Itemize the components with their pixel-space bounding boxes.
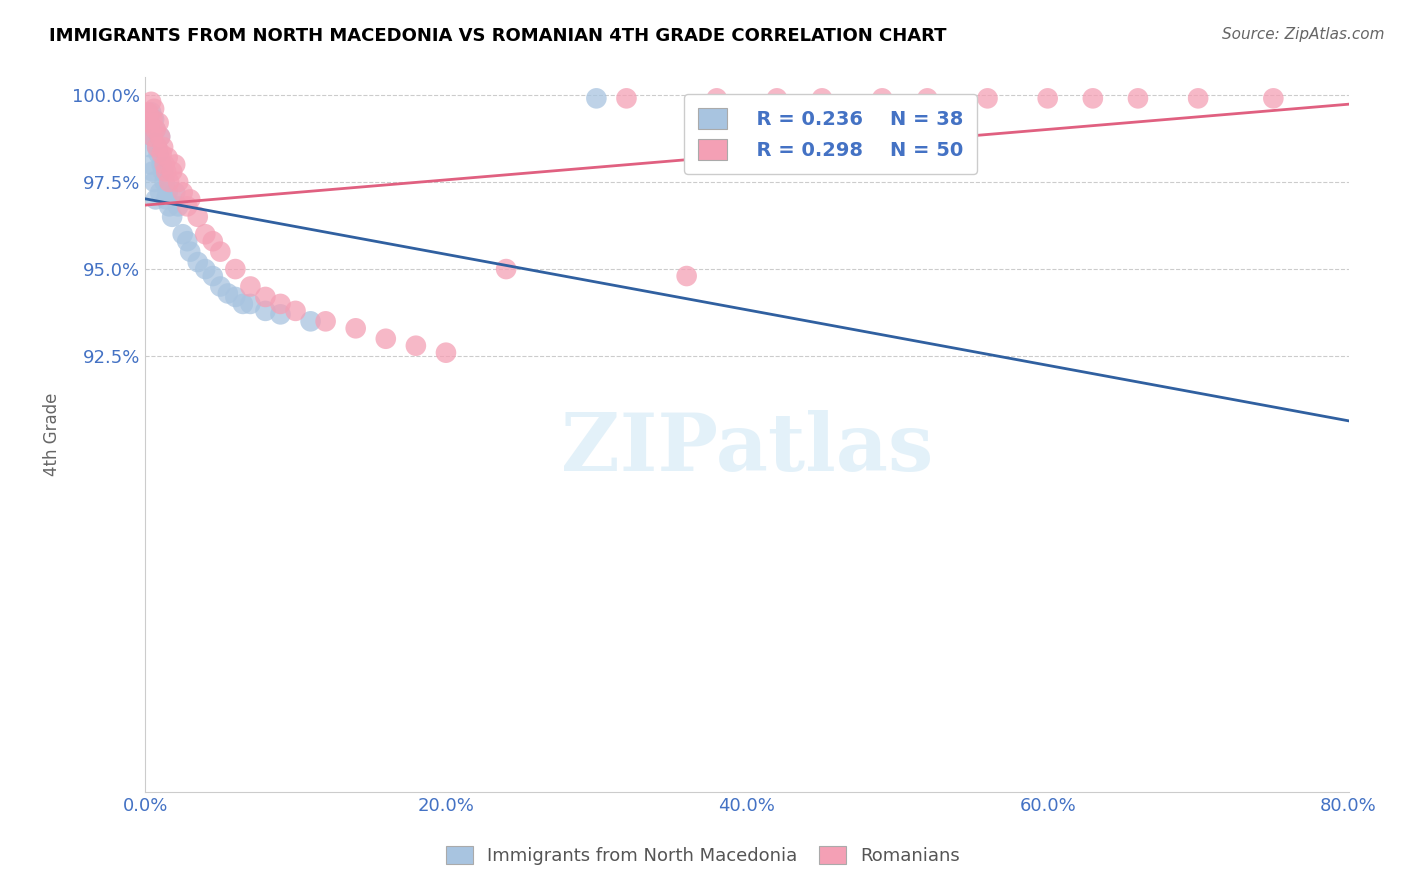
Point	[1036, 91, 1059, 105]
Point	[139, 95, 162, 109]
Point	[299, 314, 322, 328]
Point	[179, 244, 201, 259]
Point	[139, 105, 162, 120]
Point	[1263, 91, 1285, 105]
Point	[136, 122, 159, 136]
Point	[139, 157, 162, 171]
Point	[172, 227, 194, 242]
Point	[152, 140, 174, 154]
Point	[239, 279, 262, 293]
Point	[201, 268, 224, 283]
Point	[142, 164, 165, 178]
Point	[142, 129, 165, 144]
Point	[149, 129, 172, 144]
Point	[145, 122, 167, 136]
Point	[146, 140, 169, 154]
Point	[254, 290, 277, 304]
Point	[149, 186, 172, 200]
Point	[1126, 91, 1149, 105]
Point	[157, 175, 180, 189]
Point	[142, 112, 165, 127]
Point	[136, 105, 159, 120]
Point	[143, 102, 166, 116]
Point	[145, 122, 167, 136]
Point	[224, 290, 246, 304]
Point	[495, 262, 517, 277]
Point	[187, 255, 209, 269]
Point	[232, 297, 254, 311]
Y-axis label: 4th Grade: 4th Grade	[44, 392, 60, 476]
Point	[344, 321, 367, 335]
Legend:   R = 0.236    N = 38,   R = 0.298    N = 50: R = 0.236 N = 38, R = 0.298 N = 50	[685, 95, 977, 174]
Point	[155, 164, 177, 178]
Point	[156, 151, 179, 165]
Point	[209, 279, 232, 293]
Point	[157, 199, 180, 213]
Point	[917, 91, 939, 105]
Legend: Immigrants from North Macedonia, Romanians: Immigrants from North Macedonia, Romania…	[437, 837, 969, 874]
Point	[172, 186, 194, 200]
Point	[194, 227, 217, 242]
Point	[254, 304, 277, 318]
Point	[269, 307, 291, 321]
Point	[148, 147, 170, 161]
Point	[165, 186, 187, 200]
Point	[153, 175, 176, 189]
Point	[179, 193, 201, 207]
Point	[142, 129, 165, 144]
Point	[1187, 91, 1209, 105]
Point	[224, 262, 246, 277]
Point	[148, 116, 170, 130]
Point	[145, 193, 167, 207]
Point	[138, 116, 160, 130]
Point	[194, 262, 217, 277]
Point	[209, 244, 232, 259]
Point	[143, 175, 166, 189]
Point	[150, 157, 173, 171]
Point	[766, 91, 789, 105]
Point	[870, 91, 893, 105]
Point	[616, 91, 638, 105]
Point	[434, 345, 457, 359]
Point	[153, 157, 176, 171]
Point	[405, 339, 427, 353]
Point	[146, 140, 169, 154]
Point	[150, 147, 173, 161]
Point	[165, 157, 187, 171]
Point	[239, 297, 262, 311]
Point	[269, 297, 291, 311]
Point	[155, 193, 177, 207]
Point	[976, 91, 998, 105]
Point	[706, 91, 728, 105]
Point	[315, 314, 337, 328]
Text: IMMIGRANTS FROM NORTH MACEDONIA VS ROMANIAN 4TH GRADE CORRELATION CHART: IMMIGRANTS FROM NORTH MACEDONIA VS ROMAN…	[49, 27, 946, 45]
Point	[217, 286, 239, 301]
Point	[585, 91, 607, 105]
Point	[374, 332, 396, 346]
Point	[160, 164, 183, 178]
Point	[167, 199, 190, 213]
Point	[284, 304, 307, 318]
Point	[143, 112, 166, 127]
Point	[156, 186, 179, 200]
Point	[160, 210, 183, 224]
Text: Source: ZipAtlas.com: Source: ZipAtlas.com	[1222, 27, 1385, 42]
Point	[811, 91, 834, 105]
Point	[176, 199, 198, 213]
Point	[176, 234, 198, 248]
Point	[167, 175, 190, 189]
Text: ZIPatlas: ZIPatlas	[561, 409, 934, 488]
Point	[152, 164, 174, 178]
Point	[187, 210, 209, 224]
Point	[675, 268, 697, 283]
Point	[138, 140, 160, 154]
Point	[1081, 91, 1104, 105]
Point	[149, 129, 172, 144]
Point	[201, 234, 224, 248]
